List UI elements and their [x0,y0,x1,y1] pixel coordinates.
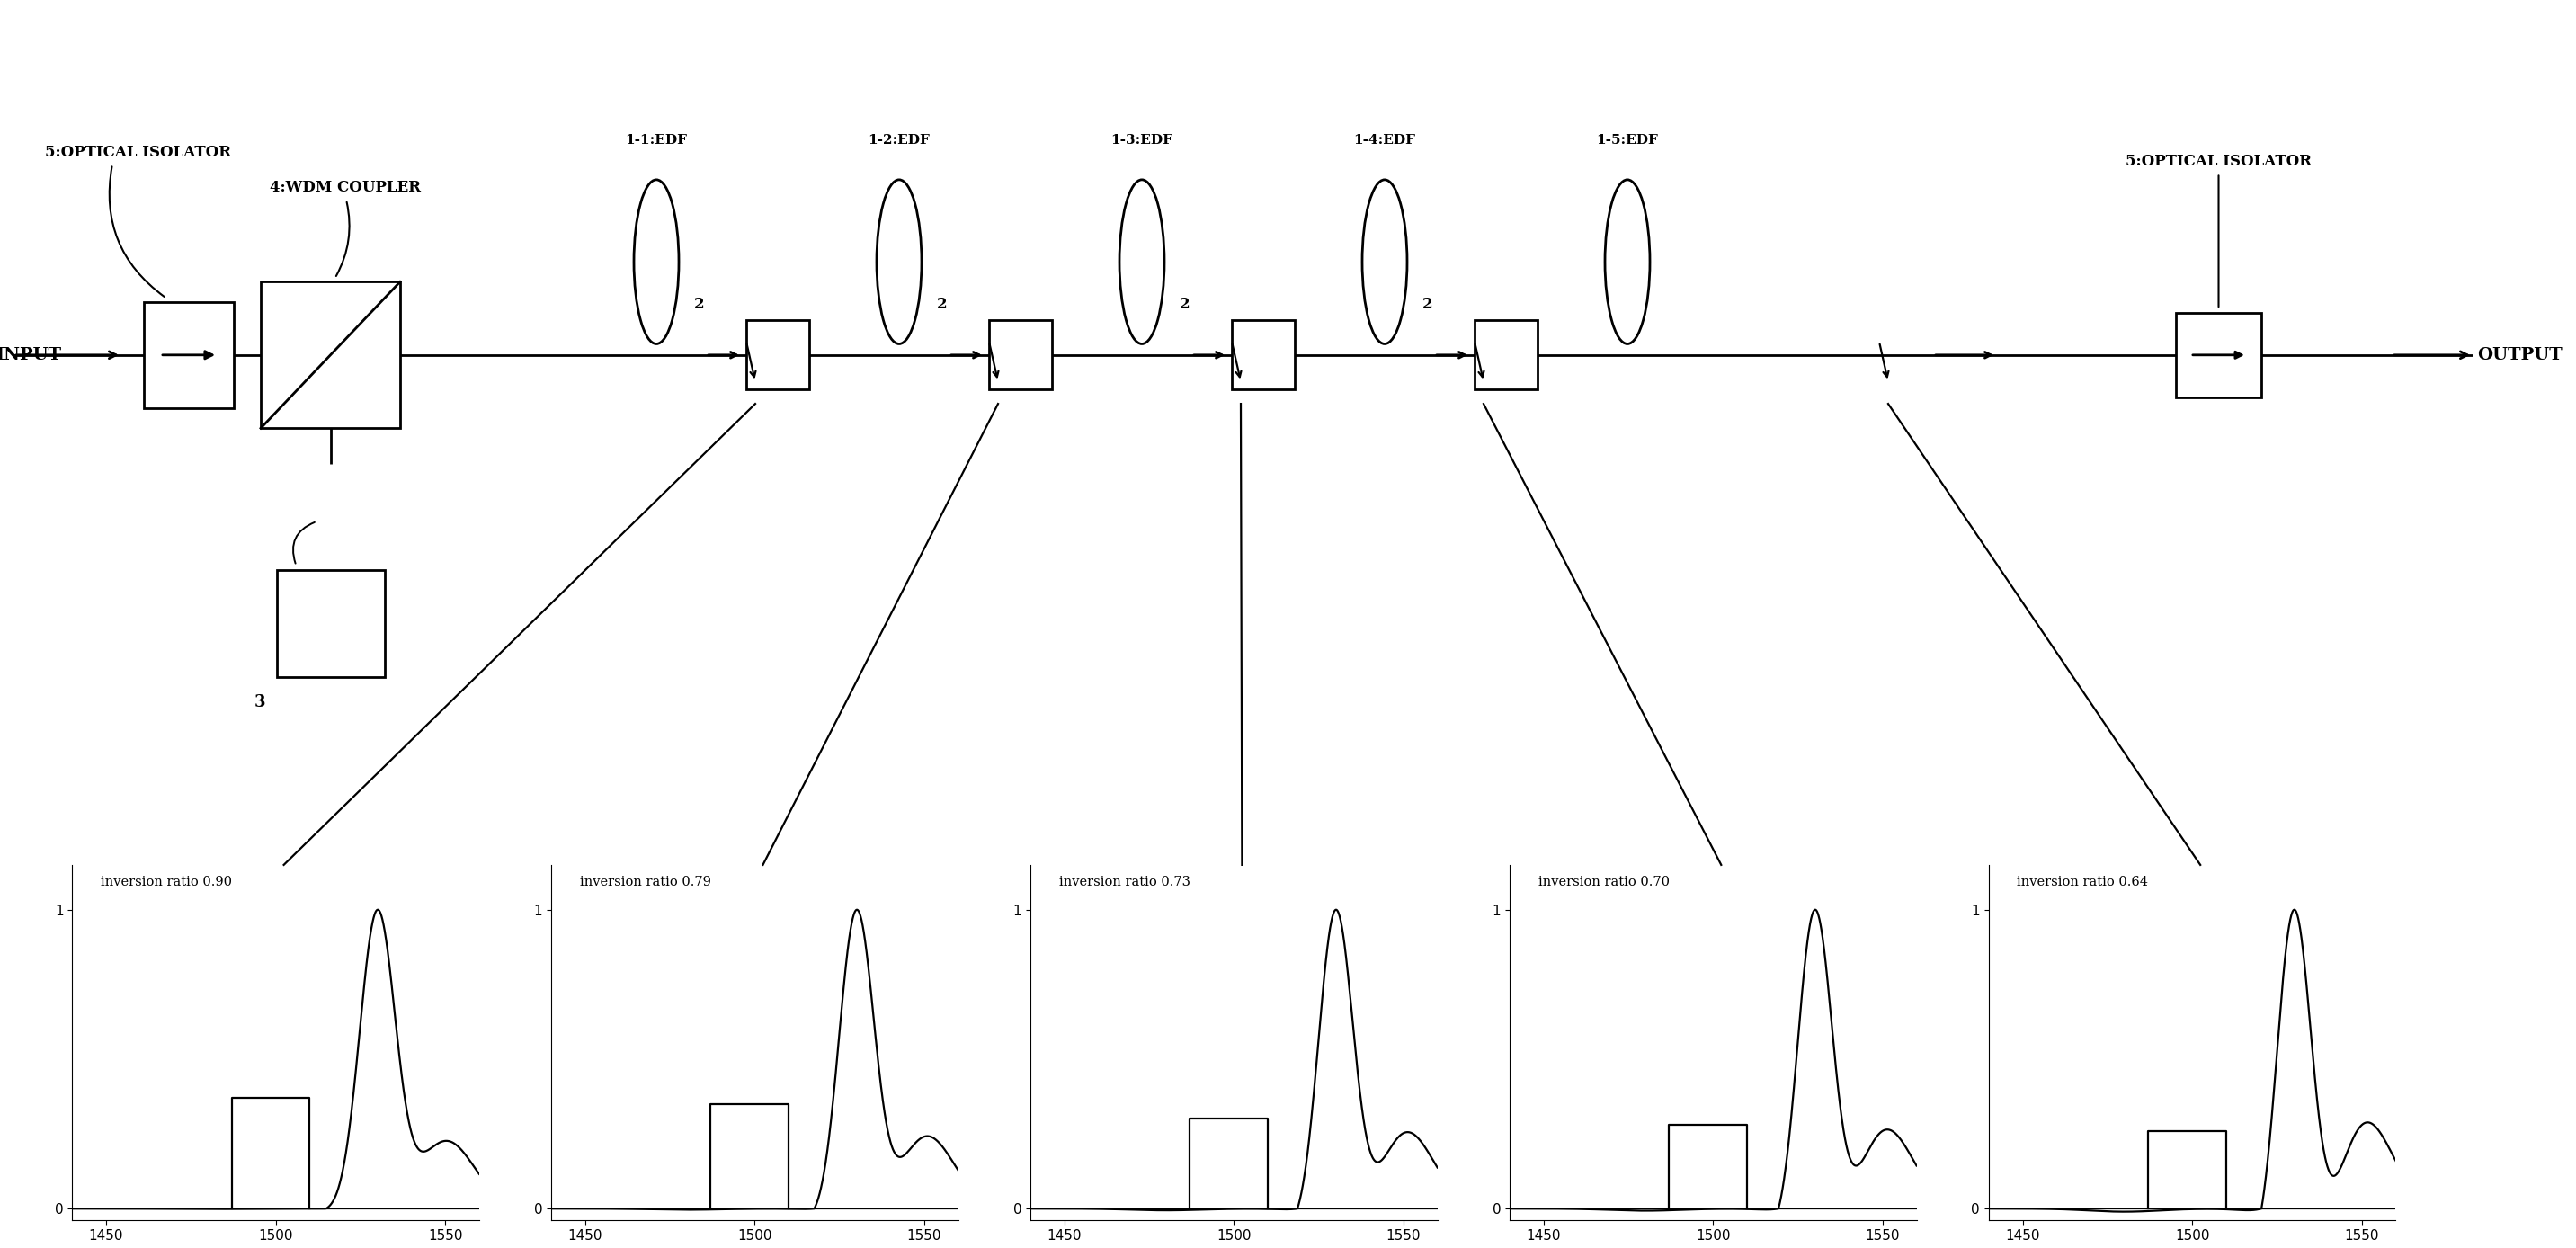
Text: 2: 2 [938,297,948,312]
Bar [747,321,809,389]
Text: 1-2:EDF: 1-2:EDF [868,134,930,146]
Text: 2: 2 [1422,297,1432,312]
Ellipse shape [1605,180,1649,344]
FancyArrowPatch shape [108,167,165,297]
Text: 5:OPTICAL ISOLATOR: 5:OPTICAL ISOLATOR [2125,154,2311,168]
Text: 1-5:EDF: 1-5:EDF [1597,134,1659,146]
Text: inversion ratio 0.73: inversion ratio 0.73 [1059,876,1190,889]
Text: inversion ratio 0.90: inversion ratio 0.90 [100,876,232,889]
Ellipse shape [634,180,680,344]
Text: 2: 2 [693,297,706,312]
Bar [1473,321,1538,389]
Bar [1231,321,1296,389]
Text: inversion ratio 0.64: inversion ratio 0.64 [2017,876,2148,889]
Bar [260,282,399,428]
Bar [144,302,234,408]
Text: 1-4:EDF: 1-4:EDF [1352,134,1417,146]
Bar [2177,313,2262,397]
Text: 5:OPTICAL ISOLATOR: 5:OPTICAL ISOLATOR [44,145,232,160]
Text: inversion ratio 0.79: inversion ratio 0.79 [580,876,711,889]
Text: OUTPUT: OUTPUT [2478,347,2563,363]
Ellipse shape [876,180,922,344]
Text: inversion ratio 0.70: inversion ratio 0.70 [1538,876,1669,889]
Text: 1-1:EDF: 1-1:EDF [626,134,688,146]
Text: 1-3:EDF: 1-3:EDF [1110,134,1172,146]
Bar [276,570,384,676]
FancyArrowPatch shape [335,202,350,276]
Text: INPUT: INPUT [0,347,62,363]
Text: 3: 3 [255,694,265,710]
Text: 4:WDM COUPLER: 4:WDM COUPLER [270,180,420,195]
Bar [989,321,1051,389]
Ellipse shape [1121,180,1164,344]
Text: 2: 2 [1180,297,1190,312]
FancyArrowPatch shape [294,522,314,563]
Ellipse shape [1363,180,1406,344]
